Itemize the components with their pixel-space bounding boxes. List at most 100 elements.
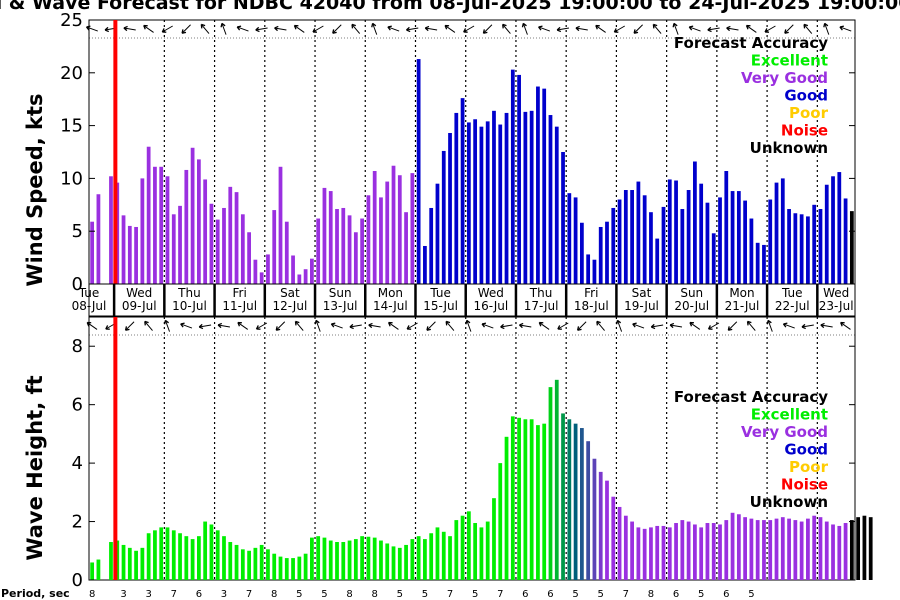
period-value: 6 [196, 589, 202, 600]
bar [824, 184, 829, 284]
bar [240, 214, 245, 284]
bar [504, 436, 509, 580]
bar [548, 387, 553, 580]
bar [812, 515, 817, 580]
direction-arrow [766, 319, 773, 332]
direction-arrow [727, 321, 738, 331]
bar [184, 169, 189, 284]
day-date: 16-Jul [473, 299, 508, 313]
bar [379, 540, 383, 580]
direction-arrow [596, 320, 605, 331]
bar [492, 498, 496, 580]
period-label: Period, sec [1, 587, 70, 600]
direction-arrow [502, 23, 511, 34]
period-value: 3 [145, 589, 151, 600]
bar [806, 518, 810, 580]
period-value: 7 [171, 589, 177, 600]
legend-item: Very Good [741, 69, 828, 87]
bar [297, 274, 302, 284]
bar [504, 112, 509, 284]
direction-arrow [124, 321, 135, 331]
bar [598, 226, 603, 284]
bar [466, 511, 471, 580]
day-name: Tue [78, 286, 100, 300]
bar [360, 536, 365, 580]
bar [247, 550, 251, 580]
direction-arrow [163, 319, 171, 332]
bar [818, 517, 823, 580]
day-date: 18-Jul [574, 299, 609, 313]
bar [862, 515, 867, 580]
bar [466, 122, 471, 284]
bar [473, 119, 478, 284]
day-name: Thu [177, 286, 201, 300]
bar [674, 180, 678, 284]
bar [768, 199, 773, 284]
bar [636, 527, 641, 580]
bar [579, 222, 584, 284]
direction-arrow [823, 22, 830, 35]
bar [868, 517, 873, 580]
bar [605, 221, 609, 284]
bar [592, 458, 597, 580]
direction-arrow [782, 322, 795, 329]
bar [843, 198, 848, 284]
bar [96, 559, 101, 580]
direction-arrow [465, 319, 472, 332]
bar [686, 190, 691, 284]
bar [165, 176, 170, 284]
bar [153, 530, 157, 580]
bar [693, 161, 697, 284]
direction-arrow [143, 24, 154, 33]
bar [165, 527, 170, 580]
day-date: 21-Jul [725, 299, 760, 313]
bar [642, 195, 647, 284]
day-name: Fri [584, 286, 598, 300]
bar [379, 197, 383, 284]
y-tick-label: 10 [60, 168, 83, 189]
day-date: 10-Jul [172, 299, 207, 313]
bar [353, 232, 358, 284]
bar [605, 480, 609, 580]
bar [109, 542, 113, 580]
bar [416, 59, 421, 285]
day-date: 09-Jul [122, 299, 157, 313]
legend-item: Excellent [751, 406, 828, 424]
direction-arrow [444, 24, 456, 33]
bar [793, 520, 798, 580]
bar [611, 207, 616, 284]
legend-item: Very Good [741, 423, 828, 441]
bar [586, 254, 591, 284]
day-date: 15-Jul [423, 299, 458, 313]
bar [441, 531, 446, 580]
direction-arrow [616, 319, 623, 332]
bar [661, 525, 666, 580]
day-name: Sat [632, 286, 652, 300]
period-value: 5 [472, 589, 478, 600]
direction-arrow [388, 321, 399, 330]
bar [711, 523, 716, 580]
bar [259, 272, 264, 284]
bar [196, 536, 201, 580]
bar [303, 269, 308, 284]
bar [146, 533, 151, 580]
legend-item: Good [784, 441, 828, 459]
bar [579, 428, 584, 580]
direction-arrow [689, 321, 701, 330]
direction-arrow [294, 320, 304, 331]
bar [529, 419, 534, 580]
bar [234, 544, 239, 580]
bar [485, 121, 490, 284]
period-value: 3 [221, 589, 227, 600]
plot-frame [88, 316, 856, 581]
direction-arrow [650, 323, 664, 330]
direction-arrow [726, 25, 739, 32]
bar [649, 212, 653, 284]
bar [404, 212, 408, 284]
bar [109, 176, 113, 284]
bar [134, 226, 138, 284]
bar [755, 242, 760, 284]
bar [240, 549, 245, 580]
bar [680, 209, 685, 284]
